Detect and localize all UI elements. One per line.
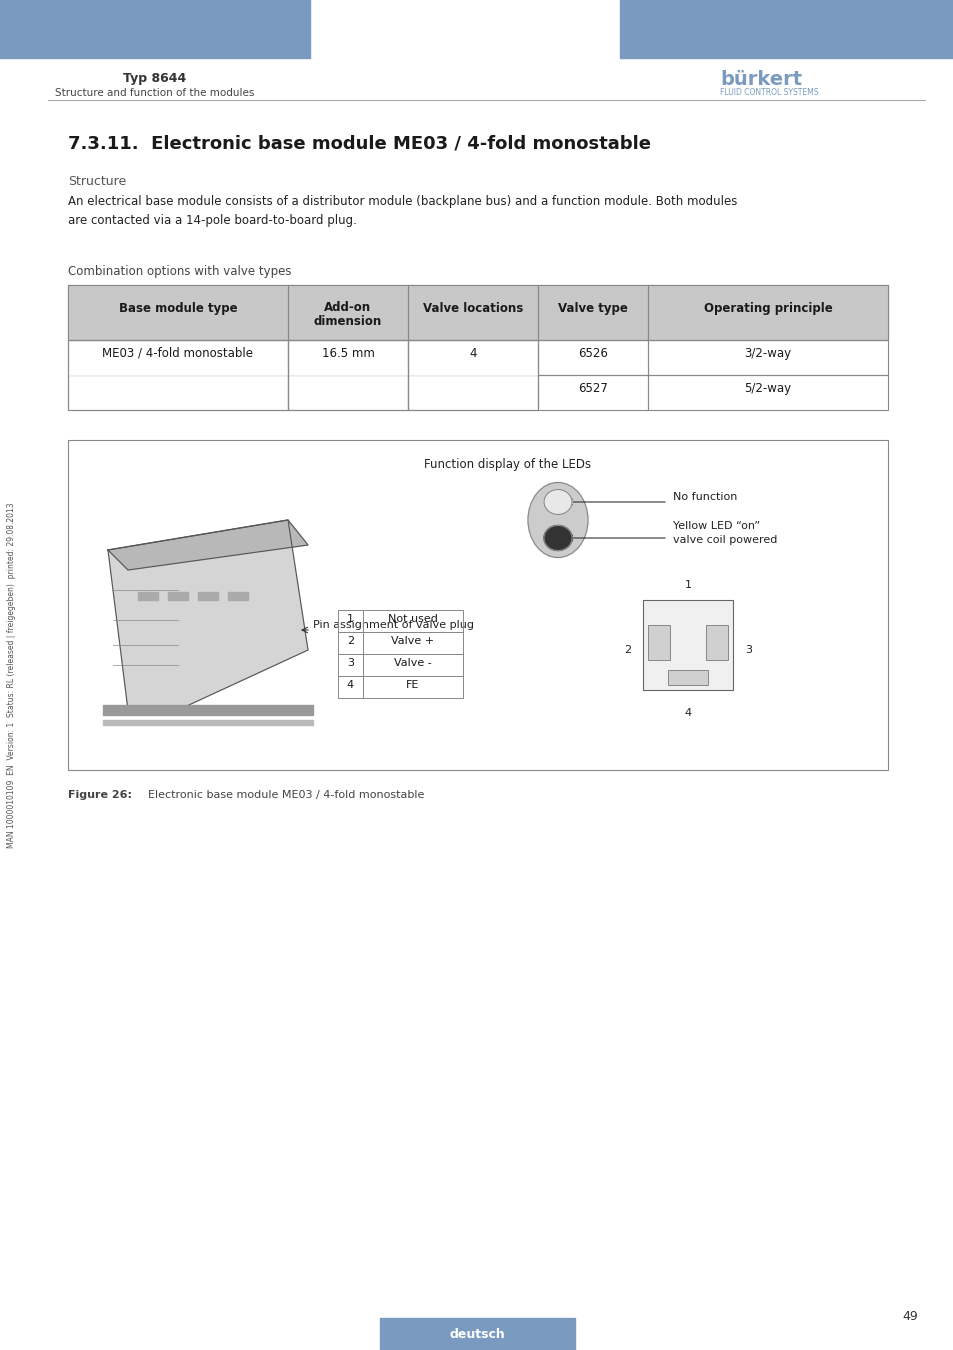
Text: 3: 3: [347, 657, 354, 668]
Bar: [537, 375, 647, 410]
Bar: [363, 632, 462, 653]
Bar: [138, 593, 158, 599]
Text: 5/2-way: 5/2-way: [743, 382, 791, 396]
Text: 3: 3: [744, 645, 751, 655]
Text: Structure: Structure: [68, 176, 126, 188]
Text: 7.3.11.  Electronic base module ME03 / 4-fold monostable: 7.3.11. Electronic base module ME03 / 4-…: [68, 135, 650, 153]
Bar: [667, 670, 707, 684]
Bar: [168, 593, 188, 599]
Bar: [408, 340, 537, 410]
Text: An electrical base module consists of a distributor module (backplane bus) and a: An electrical base module consists of a …: [68, 194, 737, 227]
Bar: [337, 653, 363, 676]
Bar: [288, 340, 408, 375]
Bar: [363, 676, 462, 698]
Bar: [408, 340, 537, 375]
Bar: [337, 676, 363, 698]
Bar: [0, 0, 310, 58]
Text: 2: 2: [347, 636, 354, 647]
Text: 1: 1: [684, 580, 691, 590]
Text: Valve +: Valve +: [391, 636, 435, 647]
Text: Add-on: Add-on: [324, 301, 371, 315]
Text: 16.5 mm: 16.5 mm: [321, 347, 374, 360]
Text: Combination options with valve types: Combination options with valve types: [68, 265, 292, 278]
Text: FE: FE: [406, 680, 419, 690]
Text: 49: 49: [902, 1310, 917, 1323]
Bar: [68, 440, 887, 770]
Text: 6527: 6527: [578, 382, 607, 396]
Bar: [337, 610, 363, 632]
Text: 4: 4: [683, 707, 691, 718]
Text: Figure 26:: Figure 26:: [68, 790, 132, 801]
Bar: [619, 0, 953, 58]
Text: Valve -: Valve -: [394, 657, 432, 668]
Text: 1: 1: [347, 614, 354, 624]
Ellipse shape: [543, 490, 572, 514]
Text: Pin assignment of valve plug: Pin assignment of valve plug: [313, 620, 474, 630]
Text: 4: 4: [469, 347, 476, 360]
Bar: [337, 632, 363, 653]
Bar: [68, 340, 288, 410]
Text: dimension: dimension: [314, 315, 382, 328]
Text: Not used: Not used: [388, 614, 437, 624]
Text: bürkert: bürkert: [720, 70, 801, 89]
Ellipse shape: [527, 482, 587, 558]
Bar: [537, 340, 647, 375]
Text: Valve type: Valve type: [558, 302, 627, 315]
Bar: [68, 375, 288, 410]
Text: ME03 / 4-fold monostable: ME03 / 4-fold monostable: [102, 347, 253, 360]
Bar: [288, 285, 408, 340]
Bar: [288, 375, 408, 410]
Bar: [537, 285, 647, 340]
Text: 4: 4: [347, 680, 354, 690]
Bar: [68, 340, 288, 375]
Text: FLUID CONTROL SYSTEMS: FLUID CONTROL SYSTEMS: [720, 88, 818, 97]
Bar: [705, 625, 727, 660]
Bar: [642, 599, 732, 690]
Text: 2: 2: [623, 645, 630, 655]
Bar: [228, 593, 248, 599]
Bar: [408, 375, 537, 410]
Text: Valve locations: Valve locations: [422, 302, 522, 315]
Text: 3/2-way: 3/2-way: [743, 347, 791, 360]
Text: Structure and function of the modules: Structure and function of the modules: [55, 88, 254, 99]
Bar: [647, 625, 669, 660]
Polygon shape: [108, 520, 308, 710]
Bar: [363, 653, 462, 676]
Bar: [198, 593, 218, 599]
Text: 6526: 6526: [578, 347, 607, 360]
Bar: [288, 340, 408, 410]
Polygon shape: [108, 520, 308, 570]
Text: Typ 8644: Typ 8644: [123, 72, 187, 85]
Bar: [68, 285, 887, 340]
Bar: [103, 705, 313, 716]
Bar: [379, 1318, 575, 1350]
Bar: [647, 340, 887, 375]
Text: Operating principle: Operating principle: [703, 302, 832, 315]
Text: Base module type: Base module type: [118, 302, 237, 315]
Text: MAN 1000010109  EN  Version: 1  Status: RL (released | freigegeben)  printed: 29: MAN 1000010109 EN Version: 1 Status: RL …: [8, 502, 16, 848]
Bar: [103, 720, 313, 725]
Text: Yellow LED “on”
valve coil powered: Yellow LED “on” valve coil powered: [672, 521, 777, 544]
Ellipse shape: [543, 525, 572, 551]
Bar: [408, 285, 537, 340]
Text: Function display of the LEDs: Function display of the LEDs: [424, 458, 591, 471]
Text: deutsch: deutsch: [449, 1327, 504, 1341]
Bar: [647, 375, 887, 410]
Text: No function: No function: [672, 491, 737, 502]
Bar: [647, 285, 887, 340]
Bar: [363, 610, 462, 632]
Bar: [68, 285, 288, 340]
Text: Electronic base module ME03 / 4-fold monostable: Electronic base module ME03 / 4-fold mon…: [148, 790, 424, 801]
